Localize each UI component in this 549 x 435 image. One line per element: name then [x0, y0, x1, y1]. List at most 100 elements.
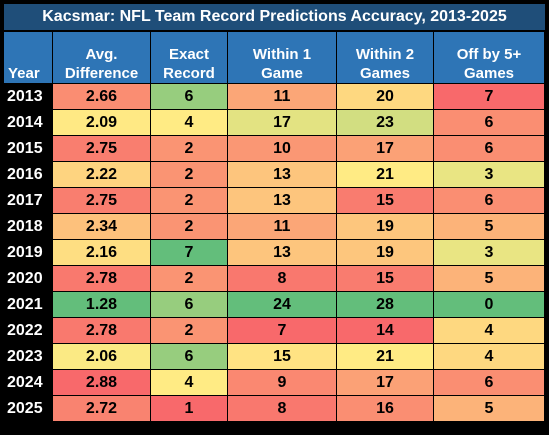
cell-within-2-games: 15 — [337, 266, 434, 292]
cell-year: 2025 — [4, 396, 53, 422]
table-row: 2024 2.88 4 9 17 6 — [4, 370, 545, 396]
cell-exact-record: 7 — [151, 240, 228, 266]
cell-off-by-5-games: 5 — [434, 396, 545, 422]
cell-within-2-games: 28 — [337, 292, 434, 318]
cell-year: 2019 — [4, 240, 53, 266]
cell-avg-difference: 2.78 — [53, 318, 151, 344]
predictions-table: Year Avg. Difference Exact Record Within 1… — [4, 32, 545, 422]
cell-off-by-5-games: 4 — [434, 344, 545, 370]
cell-off-by-5-games: 4 — [434, 318, 545, 344]
table-title: Kacsmar: NFL Team Record Predictions Acc… — [4, 4, 545, 30]
cell-within-2-games: 21 — [337, 162, 434, 188]
header-row: Year Avg. Difference Exact Record Within 1… — [4, 32, 545, 84]
cell-avg-difference: 2.06 — [53, 344, 151, 370]
cell-year: 2021 — [4, 292, 53, 318]
cell-within-2-games: 14 — [337, 318, 434, 344]
cell-within-2-games: 16 — [337, 396, 434, 422]
cell-exact-record: 2 — [151, 214, 228, 240]
header-avg-difference: Avg. Difference — [53, 32, 151, 84]
cell-year: 2022 — [4, 318, 53, 344]
cell-off-by-5-games: 5 — [434, 266, 545, 292]
cell-within-1-game: 8 — [228, 396, 337, 422]
cell-avg-difference: 2.34 — [53, 214, 151, 240]
cell-avg-difference: 2.66 — [53, 84, 151, 110]
cell-within-2-games: 21 — [337, 344, 434, 370]
cell-avg-difference: 1.28 — [53, 292, 151, 318]
cell-within-1-game: 24 — [228, 292, 337, 318]
cell-within-2-games: 17 — [337, 370, 434, 396]
table-row: 2022 2.78 2 7 14 4 — [4, 318, 545, 344]
cell-within-1-game: 13 — [228, 240, 337, 266]
cell-exact-record: 2 — [151, 136, 228, 162]
cell-year: 2017 — [4, 188, 53, 214]
cell-off-by-5-games: 6 — [434, 136, 545, 162]
cell-avg-difference: 2.78 — [53, 266, 151, 292]
cell-within-1-game: 7 — [228, 318, 337, 344]
cell-within-1-game: 8 — [228, 266, 337, 292]
cell-within-1-game: 11 — [228, 84, 337, 110]
cell-off-by-5-games: 5 — [434, 214, 545, 240]
cell-exact-record: 4 — [151, 110, 228, 136]
cell-exact-record: 4 — [151, 370, 228, 396]
table-row: 2020 2.78 2 8 15 5 — [4, 266, 545, 292]
header-year: Year — [4, 32, 53, 84]
cell-avg-difference: 2.75 — [53, 188, 151, 214]
cell-within-2-games: 17 — [337, 136, 434, 162]
cell-off-by-5-games: 6 — [434, 188, 545, 214]
cell-within-1-game: 15 — [228, 344, 337, 370]
cell-off-by-5-games: 6 — [434, 110, 545, 136]
cell-off-by-5-games: 6 — [434, 370, 545, 396]
table-row: 2016 2.22 2 13 21 3 — [4, 162, 545, 188]
cell-off-by-5-games: 3 — [434, 162, 545, 188]
cell-year: 2023 — [4, 344, 53, 370]
cell-year: 2015 — [4, 136, 53, 162]
cell-within-2-games: 15 — [337, 188, 434, 214]
cell-off-by-5-games: 3 — [434, 240, 545, 266]
table-row: 2017 2.75 2 13 15 6 — [4, 188, 545, 214]
table-row: 2025 2.72 1 8 16 5 — [4, 396, 545, 422]
cell-avg-difference: 2.09 — [53, 110, 151, 136]
cell-within-1-game: 11 — [228, 214, 337, 240]
table-row: 2019 2.16 7 13 19 3 — [4, 240, 545, 266]
header-off-by-5-games: Off by 5+ Games — [434, 32, 545, 84]
cell-exact-record: 2 — [151, 188, 228, 214]
cell-within-2-games: 19 — [337, 240, 434, 266]
cell-within-2-games: 23 — [337, 110, 434, 136]
cell-year: 2014 — [4, 110, 53, 136]
header-exact-record: Exact Record — [151, 32, 228, 84]
cell-exact-record: 6 — [151, 84, 228, 110]
cell-within-2-games: 19 — [337, 214, 434, 240]
cell-year: 2016 — [4, 162, 53, 188]
header-within-2-games: Within 2 Games — [337, 32, 434, 84]
cell-within-1-game: 13 — [228, 188, 337, 214]
table-row: 2015 2.75 2 10 17 6 — [4, 136, 545, 162]
cell-off-by-5-games: 7 — [434, 84, 545, 110]
cell-within-1-game: 9 — [228, 370, 337, 396]
cell-avg-difference: 2.22 — [53, 162, 151, 188]
table-row: 2018 2.34 2 11 19 5 — [4, 214, 545, 240]
cell-exact-record: 6 — [151, 344, 228, 370]
table-row: 2014 2.09 4 17 23 6 — [4, 110, 545, 136]
table-row: 2023 2.06 6 15 21 4 — [4, 344, 545, 370]
cell-avg-difference: 2.16 — [53, 240, 151, 266]
cell-avg-difference: 2.75 — [53, 136, 151, 162]
cell-year: 2020 — [4, 266, 53, 292]
cell-within-1-game: 10 — [228, 136, 337, 162]
cell-avg-difference: 2.72 — [53, 396, 151, 422]
cell-within-1-game: 17 — [228, 110, 337, 136]
cell-year: 2013 — [4, 84, 53, 110]
cell-within-1-game: 13 — [228, 162, 337, 188]
cell-year: 2018 — [4, 214, 53, 240]
cell-exact-record: 2 — [151, 318, 228, 344]
cell-exact-record: 1 — [151, 396, 228, 422]
table-row: 2021 1.28 6 24 28 0 — [4, 292, 545, 318]
cell-off-by-5-games: 0 — [434, 292, 545, 318]
cell-exact-record: 2 — [151, 266, 228, 292]
cell-exact-record: 2 — [151, 162, 228, 188]
table-row: 2013 2.66 6 11 20 7 — [4, 84, 545, 110]
cell-year: 2024 — [4, 370, 53, 396]
header-within-1-game: Within 1 Game — [228, 32, 337, 84]
cell-avg-difference: 2.88 — [53, 370, 151, 396]
cell-within-2-games: 20 — [337, 84, 434, 110]
